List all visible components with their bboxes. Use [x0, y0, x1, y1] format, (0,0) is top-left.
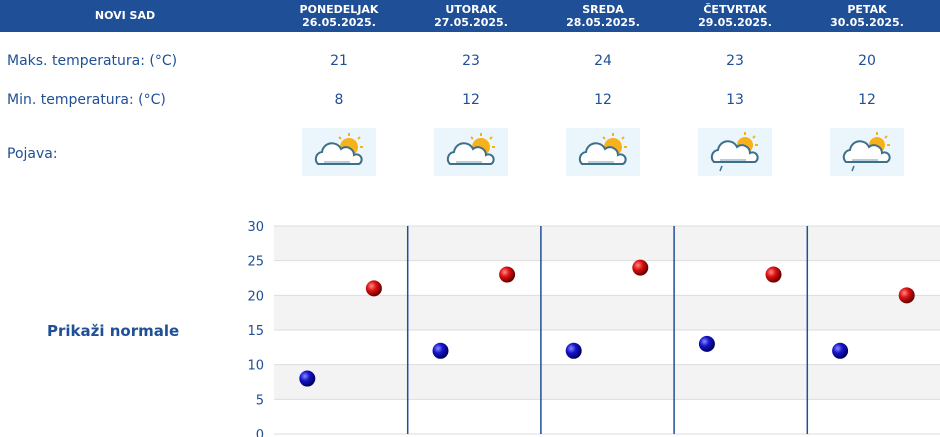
min-temp-day-5: 12	[858, 92, 876, 108]
max-temp-marker	[765, 266, 782, 283]
show-normals-link[interactable]: Prikaži normale	[47, 322, 180, 340]
max-temp-marker	[365, 280, 382, 297]
min-temp-label: Min. temperatura: (°C)	[7, 92, 166, 108]
min-temp-day-4: 13	[726, 92, 744, 108]
location-name: NOVI SAD	[94, 9, 156, 22]
max-temp-day-1: 21	[330, 53, 348, 69]
y-tick-label: 0	[256, 428, 264, 437]
day-header-2: UTORAK 27.05.2025.	[405, 3, 537, 29]
day-date: 26.05.2025.	[302, 16, 376, 29]
day-header-4: ČETVRTAK 29.05.2025.	[669, 3, 801, 29]
day-name: ČETVRTAK	[703, 3, 767, 16]
day-name: PETAK	[847, 3, 887, 16]
y-tick-label: 30	[247, 220, 264, 235]
phenomenon-label: Pojava:	[7, 146, 58, 162]
max-temp-day-3: 24	[594, 53, 612, 69]
min-temp-marker	[432, 342, 449, 359]
partly-cloudy-icon	[566, 128, 640, 176]
forecast-header: NOVI SAD PONEDELJAK 26.05.2025. UTORAK 2…	[0, 0, 940, 32]
min-temp-day-1: 8	[334, 92, 344, 108]
partly-cloudy-rain-icon	[698, 128, 772, 176]
partly-cloudy-rain-icon	[830, 128, 904, 176]
min-temp-day-3: 12	[594, 92, 612, 108]
partly-cloudy-icon	[302, 128, 376, 176]
max-temp-marker	[632, 259, 649, 276]
y-tick-label: 10	[247, 359, 264, 374]
chart-band	[274, 330, 940, 365]
max-temp-marker	[898, 287, 915, 304]
max-temp-marker	[499, 266, 516, 283]
y-tick-label: 25	[247, 255, 264, 270]
day-date: 30.05.2025.	[830, 16, 904, 29]
partly-cloudy-icon	[434, 128, 508, 176]
day-date: 29.05.2025.	[698, 16, 772, 29]
day-header-1: PONEDELJAK 26.05.2025.	[273, 3, 405, 29]
max-temp-day-5: 20	[858, 53, 876, 69]
chart-band	[274, 364, 940, 400]
min-temp-marker	[299, 370, 316, 387]
max-temp-day-2: 23	[462, 53, 480, 69]
chart-band	[274, 226, 940, 261]
day-date: 28.05.2025.	[566, 16, 640, 29]
min-temp-day-2: 12	[462, 92, 480, 108]
min-temp-marker	[565, 342, 582, 359]
min-temp-marker	[698, 335, 715, 352]
day-name: SREDA	[582, 3, 624, 16]
y-tick-label: 15	[247, 324, 264, 339]
day-name: UTORAK	[445, 3, 497, 16]
y-tick-label: 5	[256, 393, 264, 408]
day-date: 27.05.2025.	[434, 16, 508, 29]
chart-band	[274, 260, 940, 296]
chart-band	[274, 399, 940, 434]
day-name: PONEDELJAK	[299, 3, 379, 16]
y-tick-label: 20	[247, 289, 264, 304]
day-header-3: SREDA 28.05.2025.	[537, 3, 669, 29]
day-header-5: PETAK 30.05.2025.	[801, 3, 933, 29]
min-temp-marker	[832, 342, 849, 359]
max-temp-day-4: 23	[726, 53, 744, 69]
temperature-chart: 0 5 10 15 20 25 30	[247, 220, 940, 437]
max-temp-label: Maks. temperatura: (°C)	[7, 53, 178, 69]
chart-band	[274, 295, 940, 330]
